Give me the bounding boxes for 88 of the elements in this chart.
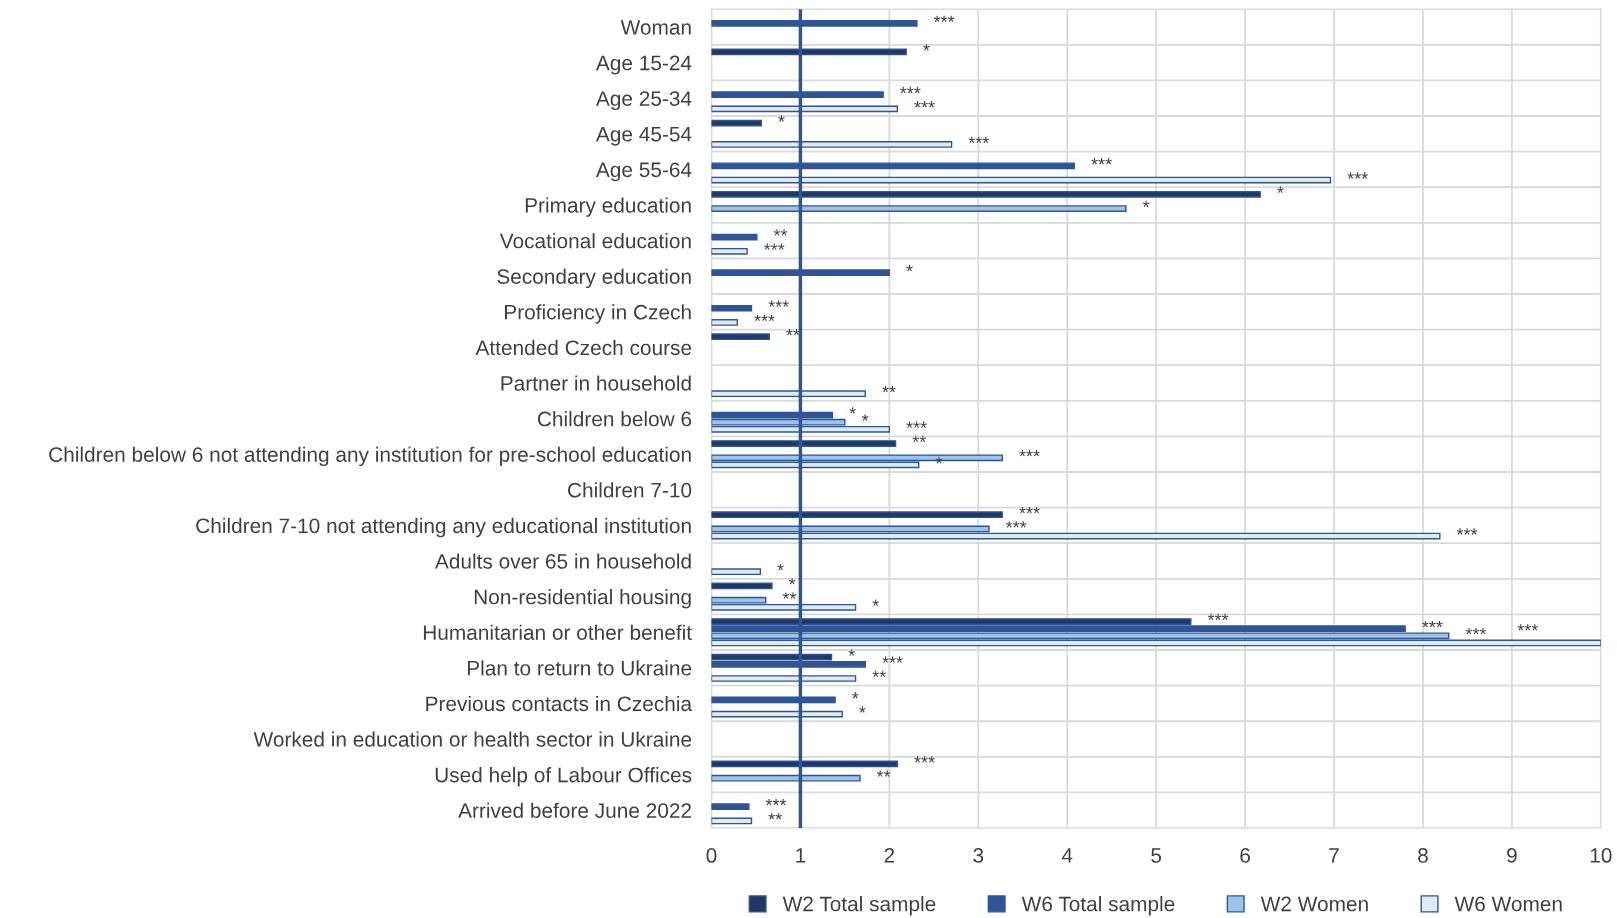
data-label: ***	[968, 136, 990, 144]
x-tick-label: 9	[1507, 848, 1517, 863]
data-label: ***	[1347, 172, 1368, 179]
data-label: *	[872, 599, 879, 606]
bar	[711, 304, 753, 312]
data-label: ***	[914, 101, 935, 108]
x-tick-label: 6	[1240, 848, 1250, 863]
legend-label: W6 Total sample	[1021, 896, 1175, 916]
y-tick-label: Secondary education	[497, 268, 691, 289]
data-label: *	[852, 692, 859, 699]
data-label: ***	[765, 798, 787, 806]
y-tick-label: Children below 6 not attending any institution for pre-school education	[49, 446, 691, 467]
data-label: *	[788, 578, 796, 585]
y-tick-label: Attended Czech course	[475, 339, 692, 356]
bar	[711, 333, 770, 341]
data-label: ***	[1019, 506, 1040, 514]
y-tick-label: Age 15-24	[595, 55, 692, 75]
data-label: *	[935, 457, 943, 464]
data-label: ***	[754, 314, 775, 322]
y-tick-label: Age 25-34	[595, 91, 692, 111]
data-label: ***	[1207, 613, 1229, 621]
data-label: *	[923, 44, 930, 51]
y-tick-label: Primary education	[525, 197, 691, 217]
data-label: **	[782, 592, 797, 599]
data-label: ***	[1019, 450, 1040, 457]
x-tick-label: 2	[884, 848, 895, 863]
data-label: ***	[1005, 521, 1027, 528]
x-tick-label: 5	[1151, 848, 1162, 863]
data-label: ***	[768, 300, 789, 307]
y-tick-label: Partner in household	[501, 375, 691, 391]
data-label: *	[859, 706, 866, 713]
y-tick-label: Children below 6	[537, 411, 692, 427]
data-label: **	[882, 385, 896, 393]
data-label: *	[778, 115, 785, 122]
y-tick-label: Used help of Labour Offices	[435, 767, 692, 787]
bar	[711, 319, 738, 326]
data-label: **	[876, 770, 891, 777]
data-label: **	[773, 229, 788, 236]
y-tick-label: Woman	[620, 20, 691, 35]
data-label: ***	[1517, 624, 1539, 631]
data-label: ***	[1465, 628, 1487, 635]
data-label: *	[849, 407, 856, 414]
x-tick-label: 1	[796, 848, 806, 863]
bar	[711, 233, 758, 241]
data-label: *	[1277, 186, 1284, 193]
y-tick-label: Children 7-10 not attending any educational institution	[196, 517, 691, 538]
data-label: ***	[1456, 528, 1478, 535]
y-tick-label: Age 55-64	[595, 162, 692, 182]
data-label: *	[848, 649, 855, 656]
data-label: ***	[1422, 620, 1443, 628]
x-tick-label: 3	[973, 848, 984, 863]
data-label: **	[768, 813, 782, 820]
y-tick-label: Previous contacts in Czechia	[426, 695, 693, 712]
data-label: **	[912, 435, 927, 443]
y-tick-label: Vocational education	[499, 233, 691, 249]
data-label: ***	[933, 15, 955, 23]
legend-label: W6 Women	[1454, 896, 1562, 912]
x-tick-label: 8	[1418, 848, 1428, 863]
data-label: ***	[906, 421, 927, 428]
data-label: ***	[882, 656, 903, 663]
x-tick-label: 7	[1329, 848, 1339, 863]
data-label: **	[786, 328, 800, 336]
data-label: ***	[1091, 158, 1112, 165]
y-tick-label: Children 7-10	[568, 482, 692, 498]
y-tick-label: Arrived before June 2022	[458, 802, 692, 818]
x-tick-label: 0	[706, 848, 717, 863]
x-tick-label: 4	[1061, 848, 1073, 863]
data-label: *	[861, 414, 869, 421]
data-label: **	[872, 670, 886, 678]
y-tick-label: Humanitarian or other benefit	[423, 624, 692, 640]
bar	[711, 803, 750, 811]
data-label: *	[1142, 200, 1150, 208]
data-label: ***	[914, 756, 935, 763]
legend-label: W2 Women	[1260, 896, 1368, 912]
data-label: *	[777, 563, 784, 571]
x-tick-label: 10	[1590, 848, 1612, 863]
y-tick-label: Non-residential housing	[474, 589, 691, 609]
y-tick-label: Plan to return to Ukraine	[467, 660, 692, 676]
bar	[711, 247, 748, 255]
bar	[711, 568, 762, 576]
y-tick-label: Worked in education or health sector in Ukraine	[253, 731, 692, 747]
data-label: ***	[764, 243, 785, 250]
data-label: *	[906, 264, 913, 272]
data-label: ***	[900, 86, 921, 94]
y-tick-label: Adults over 65 in household	[434, 553, 691, 569]
y-tick-label: Age 45-54	[595, 127, 692, 146]
legend-label: W2 Total sample	[782, 896, 936, 916]
y-tick-label: Proficiency in Czech	[505, 304, 691, 324]
